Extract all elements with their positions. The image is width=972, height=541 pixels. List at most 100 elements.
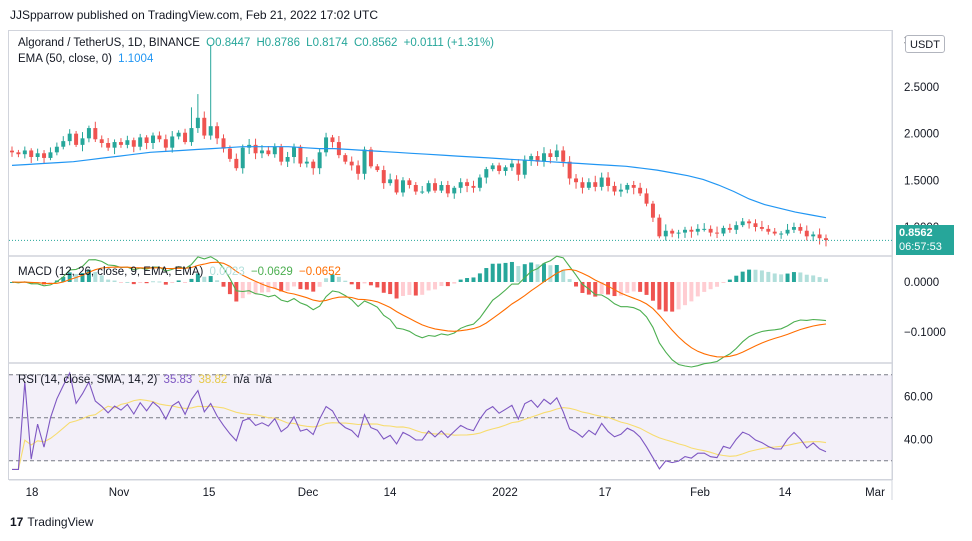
price-axis-tick: 2.5000 [904,82,939,94]
macd-histogram-bar [791,272,796,282]
macd-histogram-bar [650,282,655,301]
candle-body [638,187,643,194]
candle-body [497,165,502,171]
macd-histogram-bar [292,282,297,287]
candle-body [356,165,361,174]
macd-histogram-bar [388,282,393,295]
macd-histogram-bar [221,282,226,287]
candle-body [413,185,418,192]
macd-histogram-bar [259,282,264,293]
candle-body [125,140,130,145]
candle-body [798,227,803,231]
macd-histogram-bar [61,276,66,282]
candle-body [509,163,514,168]
candle-body [183,132,188,143]
candle-body [618,189,623,192]
macd-histogram-bar [516,266,521,282]
macd-histogram-bar [420,282,425,295]
macd-histogram-bar [509,261,514,282]
macd-histogram-bar [227,282,232,295]
candle-body [471,185,476,188]
candle-body [477,177,482,188]
macd-histogram-bar [606,282,611,295]
macd-histogram-bar [433,282,438,290]
macd-line-value: −0.0629 [250,266,293,278]
candle-body [298,146,303,164]
macd-histogram-bar [317,282,322,287]
macd-histogram-bar [234,282,239,302]
candle-body [606,177,611,186]
candle-body [48,152,53,158]
candle-body [22,150,27,155]
candle-body [368,149,373,167]
time-axis-tick: Mar [865,487,885,499]
candle-body [349,161,354,166]
candle-body [362,149,367,174]
macd-histogram-bar [362,282,367,284]
macd-histogram-bar [183,282,188,283]
price-axis-tick: 1.5000 [904,175,939,187]
candle-body [593,182,598,187]
rsi-line [12,371,827,470]
candle-body [817,234,822,239]
macd-histogram-bar [208,276,213,282]
candle-body [234,158,239,169]
ema-legend: EMA (50, close, 0) 1.1004 [18,53,156,65]
rsi-value: 35.83 [163,374,193,386]
macd-histogram-bar [138,282,143,283]
candle-body [484,169,489,178]
candle-body [86,128,91,139]
macd-histogram-bar [695,282,700,297]
candle-body [663,230,668,237]
macd-histogram-bar [580,282,585,293]
candle-body [695,228,700,232]
candle-body [29,150,34,157]
macd-histogram-bar [740,271,745,282]
candle-body [42,153,47,158]
candle-body [202,117,207,136]
macd-hist-value: 0.0023 [209,266,245,278]
macd-histogram-bar [727,279,732,282]
macd-histogram-bar [535,264,540,282]
candle-body [753,223,758,227]
candle-body [279,146,284,162]
tradingview-logo[interactable]: 17 TradingView [10,515,93,529]
candle-body [112,142,117,148]
macd-histogram-bar [86,269,91,282]
rsi-legend: RSI (14, close, SMA, 14, 2) 35.83 38.82 … [18,374,275,386]
currency-unit-button[interactable]: USDT [905,35,945,53]
macd-histogram-bar [753,269,758,282]
macd-histogram-bar [285,282,290,291]
rsi-axis-tick: 40.00 [904,434,933,446]
ema-label: EMA (50, close, 0) [18,53,112,65]
macd-histogram-bar [599,282,604,294]
candle-body [445,185,450,194]
candle-body [93,128,98,140]
macd-signal-value: −0.0652 [299,266,341,278]
candle-body [304,161,309,164]
candle-body [35,153,40,157]
publish-info: JJSpparrow published on TradingView.com,… [10,8,378,22]
candle-body [99,139,104,143]
candle-body [554,150,559,157]
macd-histogram-bar [522,264,527,282]
candle-body [612,185,617,192]
macd-histogram-bar [638,282,643,292]
candle-body [292,146,297,157]
candle-body [708,228,713,233]
macd-histogram-bar [574,282,579,287]
macd-histogram-bar [772,273,777,282]
candle-body [490,165,495,170]
macd-histogram-bar [311,282,316,292]
candle-body [535,156,540,162]
macd-histogram-bar [529,262,534,282]
macd-histogram-bar [541,263,546,282]
macd-histogram-bar [721,282,726,283]
macd-histogram-bar [80,273,85,282]
candle-body [759,227,764,229]
macd-histogram-bar [779,274,784,282]
candle-body [650,203,655,218]
candle-body [420,191,425,193]
candle-body [163,139,168,148]
